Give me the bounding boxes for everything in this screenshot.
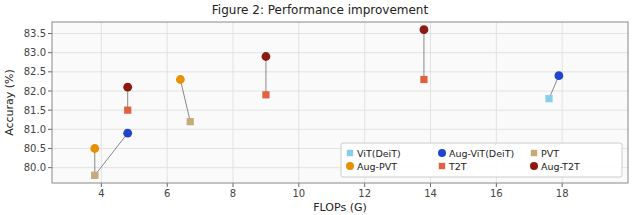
point bbox=[176, 75, 185, 84]
connection-line bbox=[180, 80, 190, 122]
legend-label: PVT bbox=[541, 148, 559, 159]
point bbox=[262, 52, 271, 61]
legend-marker bbox=[439, 163, 445, 169]
legend-label: Aug-ViT(DeiT) bbox=[449, 148, 514, 159]
tick-mark bbox=[496, 183, 497, 187]
tick-mark bbox=[48, 52, 52, 53]
grid-line bbox=[101, 22, 102, 183]
legend: ViT(DeiT) Aug-ViT(DeiT) PVT Aug-PVT T2T Aug-T… bbox=[341, 143, 622, 177]
tick-mark bbox=[364, 183, 365, 187]
legend-label: Aug-T2T bbox=[541, 161, 580, 172]
tick-mark bbox=[48, 91, 52, 92]
legend-marker bbox=[346, 162, 354, 170]
tick-mark bbox=[430, 183, 431, 187]
point bbox=[91, 172, 98, 179]
tick-label: 81.0 bbox=[24, 124, 46, 135]
connection-line bbox=[423, 30, 424, 80]
plot-area bbox=[52, 22, 628, 183]
grid-line bbox=[167, 22, 168, 183]
tick-mark bbox=[562, 183, 563, 187]
grid-line bbox=[233, 22, 234, 183]
point bbox=[420, 25, 429, 34]
tick-label: 6 bbox=[164, 188, 170, 199]
grid-line bbox=[298, 22, 299, 183]
tick-mark bbox=[233, 183, 234, 187]
legend-marker bbox=[438, 149, 446, 157]
grid-line bbox=[52, 71, 628, 72]
tick-mark bbox=[101, 183, 102, 187]
tick-label: 83.5 bbox=[24, 28, 46, 39]
point bbox=[124, 107, 131, 114]
legend-label: Aug-PVT bbox=[357, 161, 397, 172]
tick-label: 83.0 bbox=[24, 47, 46, 58]
tick-mark bbox=[48, 148, 52, 149]
tick-label: 80.5 bbox=[24, 143, 46, 154]
tick-mark bbox=[48, 129, 52, 130]
connection-line bbox=[265, 57, 266, 95]
point bbox=[91, 172, 98, 179]
marks bbox=[90, 25, 563, 179]
point bbox=[554, 71, 563, 80]
tick-label: 14 bbox=[424, 188, 437, 199]
tick-label: 8 bbox=[230, 188, 236, 199]
tick-mark bbox=[48, 71, 52, 72]
point bbox=[123, 83, 132, 92]
point bbox=[187, 118, 194, 125]
title: Figure 2: Performance improvement bbox=[212, 3, 429, 17]
legend-box bbox=[341, 143, 622, 177]
connection-line bbox=[95, 133, 128, 175]
y-axis-label: Accuray (%) bbox=[3, 69, 16, 136]
grid-line bbox=[52, 110, 628, 111]
legend-marker bbox=[531, 150, 537, 156]
plot-frame bbox=[52, 22, 628, 183]
tick-mark bbox=[48, 110, 52, 111]
legend-marker bbox=[347, 150, 353, 156]
tick-label: 82.0 bbox=[24, 86, 46, 97]
point bbox=[262, 91, 269, 98]
tick-label: 16 bbox=[490, 188, 503, 199]
tick-mark bbox=[48, 167, 52, 168]
grid-line bbox=[52, 52, 628, 53]
chart: Figure 2: Performance improvement 4 6 8 10 12… bbox=[0, 0, 640, 215]
tick-mark bbox=[298, 183, 299, 187]
point bbox=[90, 144, 99, 153]
point bbox=[420, 76, 427, 83]
grid bbox=[52, 22, 628, 183]
tick-label: 81.5 bbox=[24, 105, 46, 116]
tick-label: 4 bbox=[98, 188, 104, 199]
tick-label: 12 bbox=[358, 188, 371, 199]
tick-label: 18 bbox=[556, 188, 569, 199]
grid-line bbox=[52, 33, 628, 34]
legend-label: T2T bbox=[448, 161, 467, 172]
tick-mark bbox=[48, 33, 52, 34]
tick-label: 10 bbox=[292, 188, 305, 199]
grid-line bbox=[52, 91, 628, 92]
tick-label: 82.5 bbox=[24, 66, 46, 77]
x-axis-label: FLOPs (G) bbox=[313, 201, 367, 214]
tick-label: 80.0 bbox=[24, 162, 46, 173]
legend-label: ViT(DeiT) bbox=[357, 148, 401, 159]
grid-line bbox=[52, 129, 628, 130]
point bbox=[545, 95, 552, 102]
point bbox=[123, 129, 132, 138]
tick-mark bbox=[167, 183, 168, 187]
legend-marker bbox=[530, 162, 538, 170]
